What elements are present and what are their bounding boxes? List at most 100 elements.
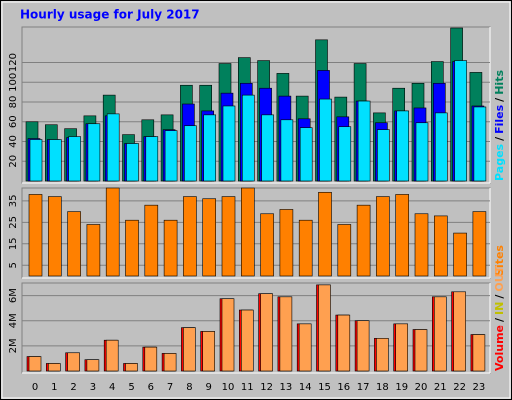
bar bbox=[356, 204, 371, 277]
bar bbox=[472, 334, 486, 372]
bar bbox=[125, 363, 138, 372]
legend: Pages / Files / Hits bbox=[493, 70, 506, 181]
legend-separator: / bbox=[493, 317, 506, 322]
bar bbox=[164, 130, 178, 182]
x-tick-label: 6 bbox=[148, 382, 154, 393]
bar bbox=[163, 353, 177, 372]
bar bbox=[395, 323, 409, 372]
bar bbox=[28, 356, 42, 372]
x-tick-label: 16 bbox=[337, 382, 350, 393]
x-tick-label: 7 bbox=[167, 382, 173, 393]
legend-entry: Hits bbox=[493, 70, 506, 95]
bar bbox=[105, 339, 119, 372]
bar bbox=[298, 323, 312, 372]
x-tick-label: 8 bbox=[186, 382, 192, 393]
bar bbox=[318, 191, 332, 277]
bar bbox=[48, 139, 62, 182]
bar bbox=[454, 60, 467, 182]
bar bbox=[396, 110, 410, 182]
x-tick-label: 5 bbox=[128, 382, 134, 393]
x-tick-label: 22 bbox=[453, 382, 466, 393]
bar bbox=[280, 119, 294, 182]
x-tick-label: 17 bbox=[357, 382, 370, 393]
x-tick-label: 14 bbox=[299, 382, 312, 393]
bar bbox=[242, 94, 255, 182]
bar bbox=[68, 136, 81, 182]
bar bbox=[472, 211, 487, 277]
bar bbox=[337, 314, 351, 372]
bar bbox=[415, 122, 429, 182]
bar bbox=[183, 327, 196, 372]
bar bbox=[337, 224, 352, 277]
x-tick-label: 20 bbox=[415, 382, 428, 393]
legend-entry: Files bbox=[493, 104, 506, 134]
bar bbox=[338, 126, 352, 182]
bar bbox=[144, 346, 158, 372]
x-tick-label: 10 bbox=[222, 382, 235, 393]
x-tick-label: 2 bbox=[70, 382, 76, 393]
y-tick-label: 15 bbox=[8, 237, 19, 250]
bar bbox=[106, 113, 120, 182]
bar bbox=[163, 219, 178, 277]
chart-title: Hourly usage for July 2017 bbox=[20, 8, 200, 22]
legend: Sites bbox=[493, 245, 506, 276]
y-tick-label: 5 bbox=[8, 262, 19, 268]
bar bbox=[184, 125, 197, 182]
x-tick-label: 15 bbox=[318, 382, 331, 393]
legend-entry: OUT bbox=[493, 265, 506, 291]
bar bbox=[299, 127, 313, 182]
legend: Volume / IN / OUT bbox=[493, 265, 506, 371]
bar bbox=[67, 352, 80, 372]
y-tick-label: 40 bbox=[8, 135, 19, 148]
bar bbox=[144, 204, 159, 277]
bar bbox=[29, 139, 43, 182]
x-tick-label: 21 bbox=[434, 382, 447, 393]
bar bbox=[221, 196, 236, 277]
bar bbox=[260, 293, 273, 372]
bar bbox=[433, 215, 448, 277]
y-tick-label: 80 bbox=[8, 96, 19, 109]
bar bbox=[376, 338, 389, 372]
x-tick-label: 12 bbox=[260, 382, 273, 393]
x-tick-label: 19 bbox=[395, 382, 408, 393]
bar bbox=[433, 296, 447, 372]
bar bbox=[318, 284, 331, 372]
bar bbox=[145, 136, 159, 182]
x-tick-label: 23 bbox=[473, 382, 486, 393]
bar bbox=[279, 296, 293, 372]
bar bbox=[376, 196, 390, 277]
y-tick-label: 2M bbox=[8, 338, 19, 353]
bar bbox=[414, 329, 428, 372]
bar bbox=[453, 232, 467, 277]
bar bbox=[377, 129, 390, 182]
bar bbox=[126, 143, 139, 182]
bar bbox=[356, 320, 370, 372]
bar bbox=[86, 224, 101, 277]
x-tick-label: 13 bbox=[280, 382, 293, 393]
bar bbox=[47, 363, 61, 372]
y-tick-label: 6M bbox=[8, 288, 19, 303]
y-tick-label: 120 bbox=[8, 53, 19, 72]
legend-entry: Pages bbox=[493, 143, 506, 181]
panel bbox=[21, 282, 491, 374]
y-tick-label: 20 bbox=[8, 155, 19, 168]
y-tick-label: 35 bbox=[8, 195, 19, 208]
legend-separator: / bbox=[493, 136, 506, 141]
legend-separator: / bbox=[493, 97, 506, 102]
bar bbox=[202, 331, 215, 372]
bar bbox=[67, 211, 81, 277]
bar bbox=[357, 100, 371, 182]
bar bbox=[221, 298, 235, 372]
bar bbox=[395, 194, 410, 277]
bar bbox=[125, 219, 139, 277]
bar bbox=[279, 209, 294, 277]
bar bbox=[203, 114, 216, 182]
bar bbox=[222, 105, 236, 182]
bar bbox=[260, 213, 274, 277]
y-tick-label: 4M bbox=[8, 313, 19, 328]
legend-separator: / bbox=[493, 294, 506, 299]
bar bbox=[202, 198, 216, 277]
y-tick-label: 25 bbox=[8, 216, 19, 229]
legend-entry: IN bbox=[493, 302, 506, 315]
